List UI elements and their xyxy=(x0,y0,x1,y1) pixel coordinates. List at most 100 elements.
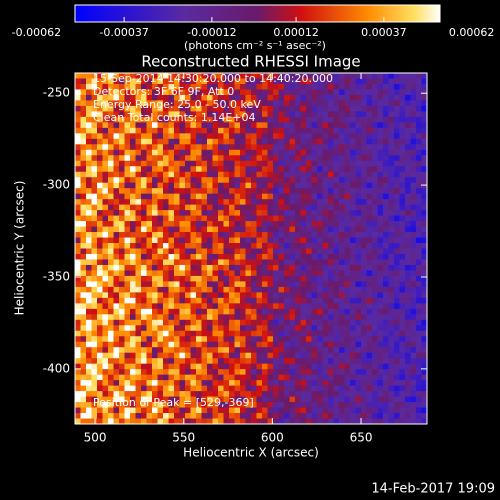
pixel xyxy=(124,385,131,392)
pixel xyxy=(108,380,114,387)
pixel xyxy=(130,286,136,293)
pixel xyxy=(289,177,296,184)
pixel xyxy=(102,210,109,217)
pixel xyxy=(179,232,186,239)
pixel xyxy=(399,111,406,118)
pixel xyxy=(212,94,219,101)
pixel xyxy=(240,374,246,381)
pixel xyxy=(344,177,351,184)
pixel xyxy=(240,204,246,211)
pixel xyxy=(91,352,98,359)
pixel xyxy=(388,303,395,310)
pixel xyxy=(377,352,384,359)
pixel xyxy=(350,336,356,343)
pixel xyxy=(97,281,103,288)
pixel xyxy=(223,133,230,140)
pixel xyxy=(168,243,175,249)
pixel xyxy=(163,297,169,304)
pixel xyxy=(388,297,395,304)
pixel xyxy=(108,127,114,134)
pixel xyxy=(289,160,296,167)
pixel xyxy=(394,237,400,244)
pixel xyxy=(196,308,202,315)
pixel xyxy=(322,78,329,85)
pixel xyxy=(91,89,98,96)
pixel xyxy=(284,105,290,112)
pixel xyxy=(179,144,186,151)
pixel xyxy=(300,127,307,134)
pixel xyxy=(333,330,340,337)
pixel xyxy=(141,314,147,321)
pixel xyxy=(201,347,208,354)
pixel xyxy=(91,385,98,392)
pixel xyxy=(405,177,411,184)
pixel xyxy=(157,204,164,211)
pixel xyxy=(267,89,274,96)
pixel xyxy=(130,391,136,398)
pixel xyxy=(311,166,318,173)
pixel xyxy=(267,149,274,156)
pixel xyxy=(141,144,147,151)
pixel xyxy=(201,286,208,293)
pixel xyxy=(416,374,422,381)
pixel xyxy=(218,122,224,129)
pixel xyxy=(328,144,334,151)
pixel xyxy=(196,166,202,173)
pixel xyxy=(185,253,191,260)
pixel xyxy=(388,94,395,101)
pixel xyxy=(306,210,312,217)
pixel xyxy=(256,330,263,337)
pixel xyxy=(295,78,301,85)
pixel xyxy=(229,116,235,123)
pixel xyxy=(267,248,274,255)
pixel xyxy=(179,259,186,266)
pixel xyxy=(256,149,263,156)
pixel xyxy=(377,297,384,304)
pixel xyxy=(141,177,147,184)
pixel xyxy=(328,73,334,79)
pixel xyxy=(102,171,109,178)
pixel xyxy=(311,374,318,381)
pixel xyxy=(163,253,169,260)
pixel xyxy=(174,199,180,206)
pixel xyxy=(344,396,351,403)
pixel xyxy=(361,363,367,370)
pixel xyxy=(355,204,362,211)
pixel xyxy=(97,352,103,359)
pixel xyxy=(405,232,411,239)
pixel xyxy=(262,83,268,90)
pixel xyxy=(229,297,235,304)
pixel xyxy=(124,221,131,228)
pixel xyxy=(97,111,103,118)
pixel xyxy=(311,127,318,134)
pixel xyxy=(322,336,329,343)
pixel xyxy=(421,204,427,211)
pixel xyxy=(278,264,285,271)
pixel xyxy=(168,303,175,310)
pixel xyxy=(141,303,147,310)
pixel xyxy=(185,199,191,206)
pixel xyxy=(394,116,400,123)
pixel xyxy=(339,358,345,365)
pixel xyxy=(218,297,224,304)
pixel xyxy=(146,402,153,409)
pixel xyxy=(267,237,274,244)
pixel xyxy=(333,303,340,310)
pixel xyxy=(201,385,208,392)
pixel xyxy=(102,407,109,414)
pixel xyxy=(80,380,87,387)
pixel xyxy=(273,122,279,129)
pixel xyxy=(190,270,197,277)
pixel xyxy=(97,83,103,90)
pixel xyxy=(218,243,224,249)
pixel xyxy=(146,210,153,217)
pixel xyxy=(350,264,356,271)
pixel xyxy=(119,199,125,206)
pixel xyxy=(289,116,296,123)
pixel xyxy=(278,330,285,337)
pixel xyxy=(113,177,120,184)
pixel xyxy=(300,89,307,96)
pixel xyxy=(350,391,356,398)
pixel xyxy=(251,391,257,398)
pixel xyxy=(295,325,301,332)
